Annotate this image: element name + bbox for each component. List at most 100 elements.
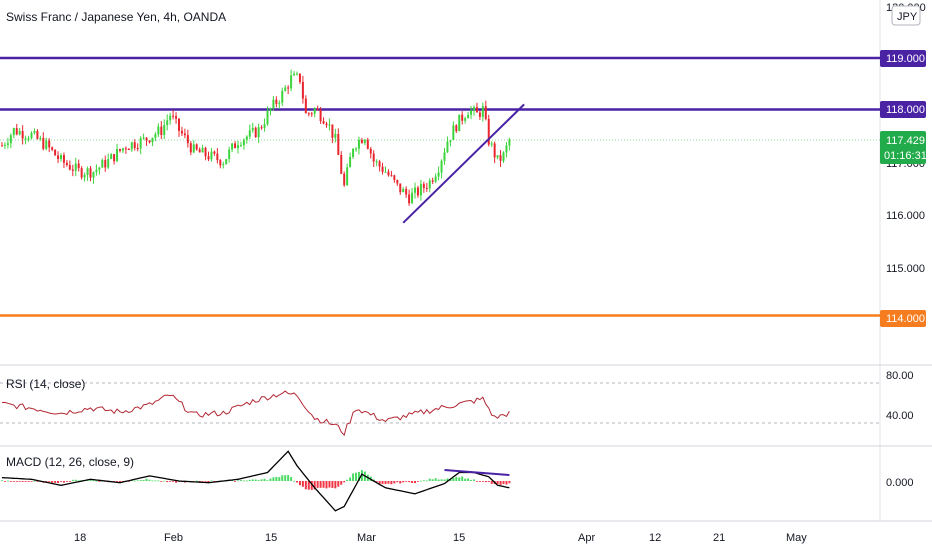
candle-body: [9, 135, 12, 144]
macd-hist-bar: [242, 480, 245, 482]
candle-body: [372, 153, 375, 162]
macd-hist-bar: [310, 481, 313, 490]
candle-body: [222, 164, 225, 166]
currency-button[interactable]: JPY: [897, 11, 918, 23]
candle-body: [419, 184, 422, 196]
candle-body: [272, 99, 275, 109]
macd-hist-bar: [467, 478, 470, 481]
candle-body: [210, 151, 213, 160]
macd-hist-bar: [163, 480, 166, 482]
candle-body: [15, 128, 18, 135]
candle-body: [284, 87, 287, 91]
candle-body: [440, 160, 443, 173]
candle-body: [269, 108, 272, 111]
candle-body: [65, 162, 68, 166]
plot-area-border: [0, 0, 880, 521]
candle-body: [363, 139, 366, 144]
candle-body: [107, 158, 110, 168]
countdown-label: 01:16:31: [884, 150, 927, 162]
candle-body: [121, 148, 124, 151]
candle-body: [136, 148, 139, 150]
candle-body: [216, 153, 219, 161]
rsi-title: RSI (14, close): [6, 377, 85, 391]
candle-body: [408, 194, 411, 204]
candle-body: [487, 118, 490, 145]
macd-hist-bar: [57, 481, 60, 484]
candle-body: [71, 169, 74, 171]
macd-hist-bar: [399, 481, 402, 484]
macd-hist-bar: [355, 472, 357, 481]
horizontal-levels[interactable]: [0, 56, 880, 317]
rsi-tick-40: 40.00: [886, 410, 914, 422]
candle-body: [163, 124, 166, 135]
candle-body: [366, 139, 369, 149]
candle-body: [113, 154, 116, 162]
macd-hist-bar: [45, 481, 48, 482]
current-price-box: [880, 131, 926, 164]
candle-body: [446, 141, 449, 153]
macd-hist-bar: [443, 479, 446, 481]
currency-button-bg[interactable]: [891, 5, 921, 26]
candle-body: [98, 167, 101, 170]
macd-hist-bar: [65, 481, 68, 482]
ascending-trendline[interactable]: [402, 103, 525, 224]
candle-body: [278, 102, 281, 104]
macd-hist-bar: [346, 479, 349, 481]
candle-body: [157, 126, 160, 135]
candle-body: [62, 155, 65, 163]
candle-body: [473, 107, 475, 111]
macd-hist-bar: [343, 481, 346, 483]
candle-body: [455, 125, 458, 132]
candle-body: [234, 143, 237, 149]
candle-body: [304, 98, 307, 114]
macd-hist-bar: [411, 481, 414, 483]
macd-hist-bar: [390, 481, 393, 485]
candle-body: [180, 130, 183, 134]
candle-body: [263, 124, 266, 128]
macd-hist-bar: [387, 481, 390, 484]
candle-body: [130, 142, 133, 150]
candle-body: [95, 169, 98, 173]
macd-hist-bar: [437, 479, 440, 481]
candle-body: [101, 160, 104, 168]
macd-hist-bar: [18, 481, 21, 482]
macd-hist-bar: [470, 479, 473, 481]
macd-hist-bar: [272, 477, 275, 481]
macd-hist-bar: [51, 481, 54, 483]
candle-body: [425, 187, 428, 189]
macd-hist-bar: [27, 481, 30, 482]
macd-hist-bar: [452, 477, 455, 481]
macd-title: MACD (12, 26, close, 9): [6, 455, 134, 469]
candle-body: [48, 140, 51, 148]
candle-body: [80, 168, 83, 178]
macd-hist-bar: [160, 481, 163, 482]
candle-body: [166, 120, 169, 125]
macd-hist-bar: [95, 480, 98, 482]
candle-body: [360, 139, 363, 144]
candle-body: [475, 107, 478, 113]
candle-body: [470, 110, 473, 115]
macd-hist-bar: [287, 475, 290, 481]
candle-body: [337, 134, 340, 155]
macd-hist-bar: [263, 478, 266, 481]
macd-hist-bar: [458, 477, 461, 481]
candle-body: [493, 143, 496, 158]
time-label-18: 18: [74, 532, 86, 544]
macd-hist-bar: [127, 481, 130, 482]
macd-hist-bar: [408, 481, 411, 482]
macd-hist-bar: [290, 477, 293, 481]
time-label-apr: Apr: [578, 532, 595, 544]
macd-hist-bar: [484, 481, 487, 483]
macd-hist-bar: [172, 481, 175, 482]
macd-hist-bar: [396, 481, 399, 483]
level-label-bg-114: [880, 310, 926, 327]
candle-body: [481, 106, 484, 117]
macd-hist-bar: [281, 475, 284, 481]
candle-body: [86, 168, 89, 175]
macd-divergence-line[interactable]: [444, 468, 510, 477]
candle-body: [145, 137, 148, 141]
macd-hist-bar: [419, 480, 422, 482]
candle-body: [296, 73, 298, 75]
candle-body: [36, 131, 39, 139]
